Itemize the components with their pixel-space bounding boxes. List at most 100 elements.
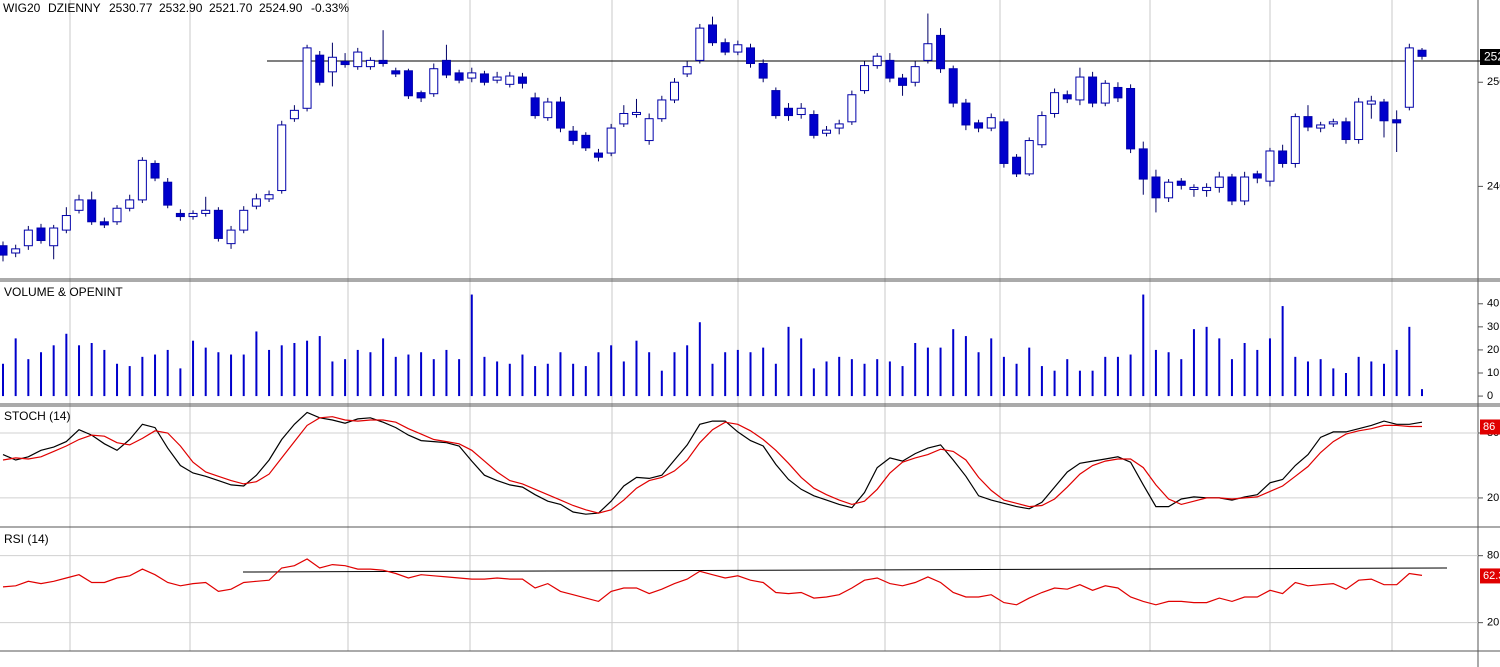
volume-bar (394, 356, 397, 397)
volume-bar (496, 361, 499, 397)
panel-title: VOLUME & OPENINT (4, 285, 123, 299)
volume-bar (470, 294, 473, 397)
volume-bar (179, 368, 182, 397)
volume-bar (483, 356, 486, 397)
candle-body (1303, 116, 1313, 128)
candle-body (1404, 47, 1414, 108)
open-value: 2530.77 (109, 1, 153, 15)
candle-body (708, 24, 717, 44)
symbol: WIG20 (3, 1, 41, 15)
candle-body (23, 229, 33, 247)
volume-bar (939, 347, 942, 397)
volume-bar (255, 331, 258, 397)
volume-bar (1078, 370, 1081, 397)
candle-body (112, 207, 122, 223)
candle-body (1151, 176, 1161, 199)
candle-body (1328, 121, 1338, 125)
volume-bar (369, 352, 372, 397)
candle-body (365, 59, 375, 68)
volume-bar (914, 343, 917, 397)
volume-bar (1154, 349, 1157, 397)
candle-body (1265, 150, 1275, 182)
volume-bar (331, 361, 334, 397)
y-tick-label: 2500 (1487, 76, 1500, 88)
volume-bar (192, 340, 195, 397)
candle-body (87, 199, 97, 223)
volume-bar (1370, 361, 1373, 397)
volume-bar (27, 359, 30, 397)
candle-body (479, 73, 489, 83)
candle-body (682, 66, 692, 75)
volume-bar (787, 326, 790, 397)
candle-body (809, 114, 819, 136)
last-value-box (1480, 568, 1500, 584)
volume-bar (711, 363, 714, 397)
volume-bar (1408, 326, 1411, 397)
candle-body (885, 59, 895, 79)
candle-body (1024, 140, 1034, 175)
candle-body (74, 199, 84, 211)
volume-bar (103, 349, 106, 397)
volume-bar (128, 366, 131, 397)
candle-body (403, 70, 413, 97)
candle-body (505, 75, 515, 85)
candle-body (860, 65, 870, 92)
candle-body (378, 59, 388, 65)
candle-body (1278, 150, 1288, 164)
volume-bar (977, 352, 980, 397)
candle-body (1354, 101, 1364, 141)
volume-bar (1192, 329, 1195, 397)
candle-body (1252, 173, 1262, 179)
y-tick-label: 30. (1487, 321, 1500, 333)
volume-bar (420, 352, 423, 397)
volume-bar (1116, 356, 1119, 397)
volume-bar (546, 363, 549, 397)
candle-body (175, 212, 185, 218)
candle-body (796, 107, 806, 116)
last-value-box (1480, 419, 1500, 435)
volume-bar (838, 356, 841, 397)
candle-body (36, 227, 46, 242)
volume-bar (508, 363, 511, 397)
candle-body (530, 97, 540, 117)
high-value: 2532.90 (159, 1, 203, 15)
volume-bar (926, 347, 929, 397)
candle-body (834, 123, 844, 129)
volume-bar (1028, 347, 1031, 397)
candle-body (429, 68, 439, 95)
candle-body (923, 43, 933, 61)
candle-body (1392, 119, 1402, 124)
candle-body (872, 55, 882, 67)
indicator-line (2, 558, 1423, 606)
candle-body (1050, 92, 1060, 114)
candle-body (631, 111, 641, 116)
volume-bar (242, 354, 245, 397)
volume-bar (1332, 368, 1335, 397)
volume-bar (407, 354, 410, 397)
volume-bar (78, 345, 81, 397)
candle-body (1189, 186, 1199, 190)
candle-body (999, 121, 1009, 164)
volume-bar (65, 333, 68, 397)
volume-bar (597, 352, 600, 397)
volume-bar (356, 349, 359, 397)
volume-bar (724, 352, 727, 397)
volume-bar (204, 347, 207, 397)
candle-body (986, 117, 996, 129)
y-tick-label: 20. (1487, 344, 1500, 356)
volume-bar (1344, 373, 1347, 397)
price-box (1480, 49, 1500, 65)
volume-bar (1002, 356, 1005, 397)
candle-body (898, 77, 908, 86)
volume-bar (521, 354, 524, 397)
volume-bar (1091, 370, 1094, 397)
volume-bar (432, 359, 435, 397)
indicator-line (2, 411, 1423, 515)
candle-body (327, 56, 337, 73)
volume-bar (217, 352, 220, 397)
volume-bar (141, 356, 144, 397)
volume-bar (1281, 306, 1284, 397)
candle-body (188, 212, 198, 218)
